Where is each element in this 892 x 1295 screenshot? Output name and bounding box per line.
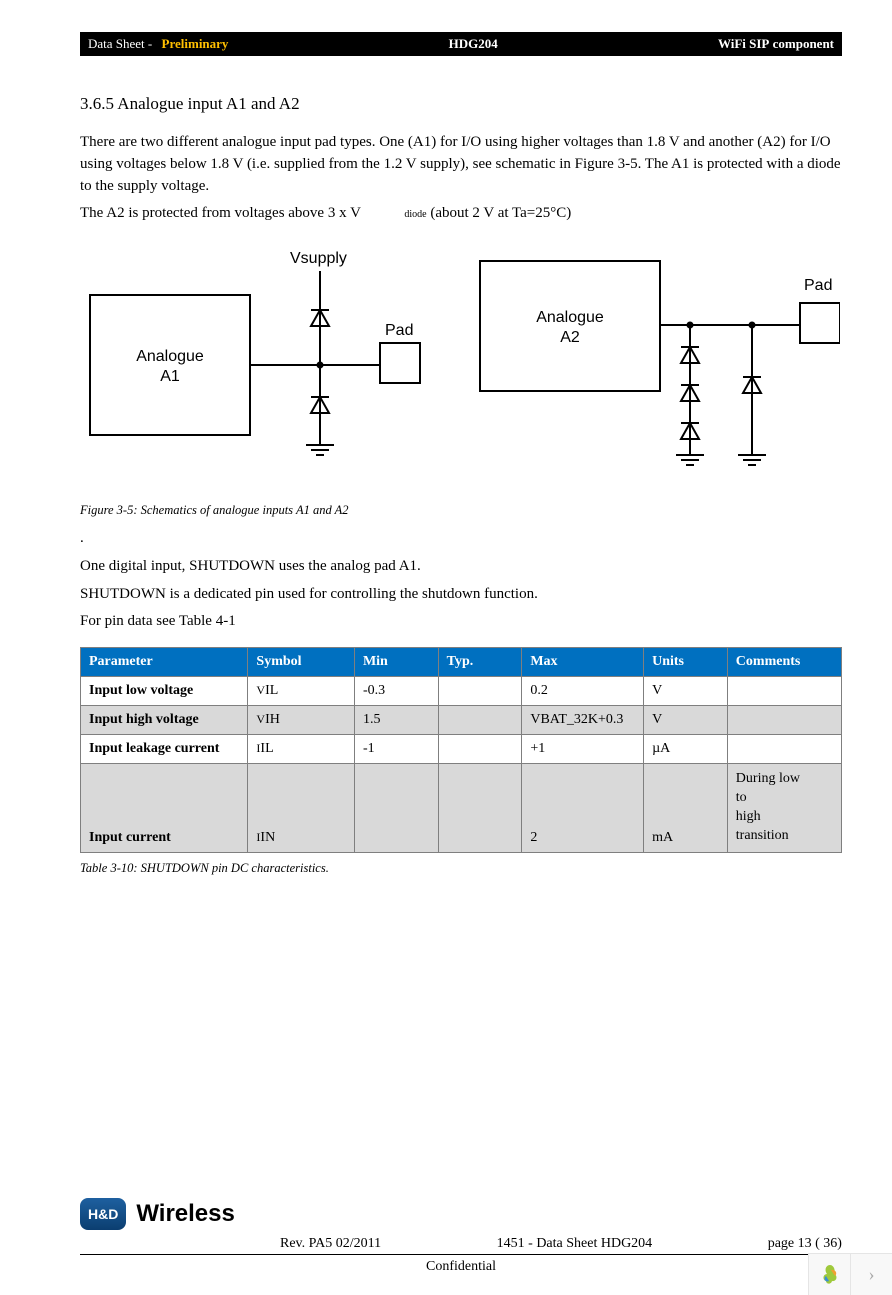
table-cell: VIH bbox=[248, 706, 355, 735]
header-preliminary: Preliminary bbox=[162, 36, 229, 51]
header-left: Data Sheet - Preliminary bbox=[88, 36, 228, 52]
header-prefix: Data Sheet - bbox=[88, 36, 152, 51]
table-cell bbox=[438, 735, 522, 764]
table-cell bbox=[438, 677, 522, 706]
header-right: WiFi SIP component bbox=[718, 36, 834, 52]
header-product: HDG204 bbox=[228, 36, 718, 52]
para2-post: (about 2 V at Ta=25°C) bbox=[430, 205, 571, 221]
svg-text:A2: A2 bbox=[560, 329, 580, 346]
logo-row: H&D Wireless bbox=[80, 1198, 842, 1230]
table-cell: Input current bbox=[81, 764, 248, 853]
table-cell bbox=[727, 706, 841, 735]
svg-text:A1: A1 bbox=[160, 368, 180, 385]
table-cell: Input leakage current bbox=[81, 735, 248, 764]
dc-characteristics-table-wrap: ParameterSymbolMinTyp.MaxUnitsCommentsIn… bbox=[80, 647, 842, 853]
table-cell: IIL bbox=[248, 735, 355, 764]
footer-rev: Rev. PA5 02/2011 bbox=[280, 1236, 381, 1252]
header-right-suffix: component bbox=[769, 36, 834, 51]
table-cell: Input low voltage bbox=[81, 677, 248, 706]
table-cell: Input high voltage bbox=[81, 706, 248, 735]
paragraph-3: One digital input, SHUTDOWN uses the ana… bbox=[80, 556, 842, 578]
header-right-prefix: WiFi bbox=[718, 36, 749, 51]
table-cell: -0.3 bbox=[354, 677, 438, 706]
svg-text:Vsupply: Vsupply bbox=[290, 250, 347, 267]
para2-subscript: diode bbox=[404, 209, 426, 220]
footer-line: Rev. PA5 02/2011 1451 - Data Sheet HDG20… bbox=[80, 1236, 842, 1255]
chevron-right-icon: › bbox=[869, 1264, 875, 1285]
table-cell: µA bbox=[644, 735, 728, 764]
footer-confidential: Confidential bbox=[80, 1259, 842, 1275]
logo-text: Wireless bbox=[136, 1200, 235, 1228]
svg-text:Analogue: Analogue bbox=[136, 348, 204, 365]
para2-pre: The A2 is protected from voltages above … bbox=[80, 205, 361, 221]
table-header-5: Units bbox=[644, 648, 728, 677]
header-bar: Data Sheet - Preliminary HDG204 WiFi SIP… bbox=[80, 32, 842, 56]
table-cell: V bbox=[644, 677, 728, 706]
table-caption: Table 3-10: SHUTDOWN pin DC characterist… bbox=[80, 861, 842, 876]
table-cell: 0.2 bbox=[522, 677, 644, 706]
footer-page: page 13 ( 36) bbox=[768, 1236, 842, 1252]
nav-next-button[interactable]: › bbox=[850, 1253, 892, 1295]
table-cell: 2 bbox=[522, 764, 644, 853]
schematic-svg: Analogue A1 Vsupply Pad Analogue A2 Pad bbox=[80, 235, 840, 495]
table-cell bbox=[354, 764, 438, 853]
table-header-1: Symbol bbox=[248, 648, 355, 677]
table-row: Input high voltageVIH1.5 VBAT_32K+0.3V bbox=[81, 706, 842, 735]
table-cell bbox=[438, 706, 522, 735]
table-cell: +1 bbox=[522, 735, 644, 764]
table-cell: V bbox=[644, 706, 728, 735]
table-cell: -1 bbox=[354, 735, 438, 764]
schematic-figure: Analogue A1 Vsupply Pad Analogue A2 Pad bbox=[80, 235, 840, 495]
dc-characteristics-table: ParameterSymbolMinTyp.MaxUnitsCommentsIn… bbox=[80, 647, 842, 853]
paragraph-2: The A2 is protected from voltages above … bbox=[80, 203, 842, 225]
paragraph-5: For pin data see Table 4-1 bbox=[80, 611, 842, 633]
table-cell: mA bbox=[644, 764, 728, 853]
footer-docnum: 1451 - Data Sheet HDG204 bbox=[497, 1236, 653, 1252]
table-header-2: Min bbox=[354, 648, 438, 677]
table-header-0: Parameter bbox=[81, 648, 248, 677]
table-row: Input low voltageVIL-0.3 0.2V bbox=[81, 677, 842, 706]
nav-app-icon[interactable] bbox=[808, 1253, 850, 1295]
svg-text:Pad: Pad bbox=[804, 277, 832, 294]
content-area: 3.6.5 Analogue input A1 and A2 There are… bbox=[0, 56, 892, 876]
header-sip: SIP bbox=[749, 36, 769, 51]
table-row: Input currentIIN 2mADuring lowtohightrans… bbox=[81, 764, 842, 853]
table-header-3: Typ. bbox=[438, 648, 522, 677]
svg-text:Analogue: Analogue bbox=[536, 309, 604, 326]
figure-caption: Figure 3-5: Schematics of analogue input… bbox=[80, 503, 842, 518]
floating-nav: › bbox=[808, 1253, 892, 1295]
table-cell bbox=[438, 764, 522, 853]
table-row: Input leakage currentIIL-1 +1µA bbox=[81, 735, 842, 764]
page-footer: H&D Wireless Rev. PA5 02/2011 1451 - Dat… bbox=[80, 1198, 842, 1275]
paragraph-4: SHUTDOWN is a dedicated pin used for con… bbox=[80, 584, 842, 606]
table-cell: During lowtohightransition bbox=[727, 764, 841, 853]
table-cell: 1.5 bbox=[354, 706, 438, 735]
table-cell bbox=[727, 735, 841, 764]
svg-text:Pad: Pad bbox=[385, 322, 413, 339]
table-header-4: Max bbox=[522, 648, 644, 677]
section-title: 3.6.5 Analogue input A1 and A2 bbox=[80, 94, 842, 114]
logo-badge: H&D bbox=[80, 1198, 126, 1230]
table-header-6: Comments bbox=[727, 648, 841, 677]
table-cell bbox=[727, 677, 841, 706]
table-cell: VIL bbox=[248, 677, 355, 706]
paragraph-dot: . bbox=[80, 528, 842, 550]
table-cell: VBAT_32K+0.3 bbox=[522, 706, 644, 735]
paragraph-1: There are two different analogue input p… bbox=[80, 132, 842, 197]
table-cell: IIN bbox=[248, 764, 355, 853]
